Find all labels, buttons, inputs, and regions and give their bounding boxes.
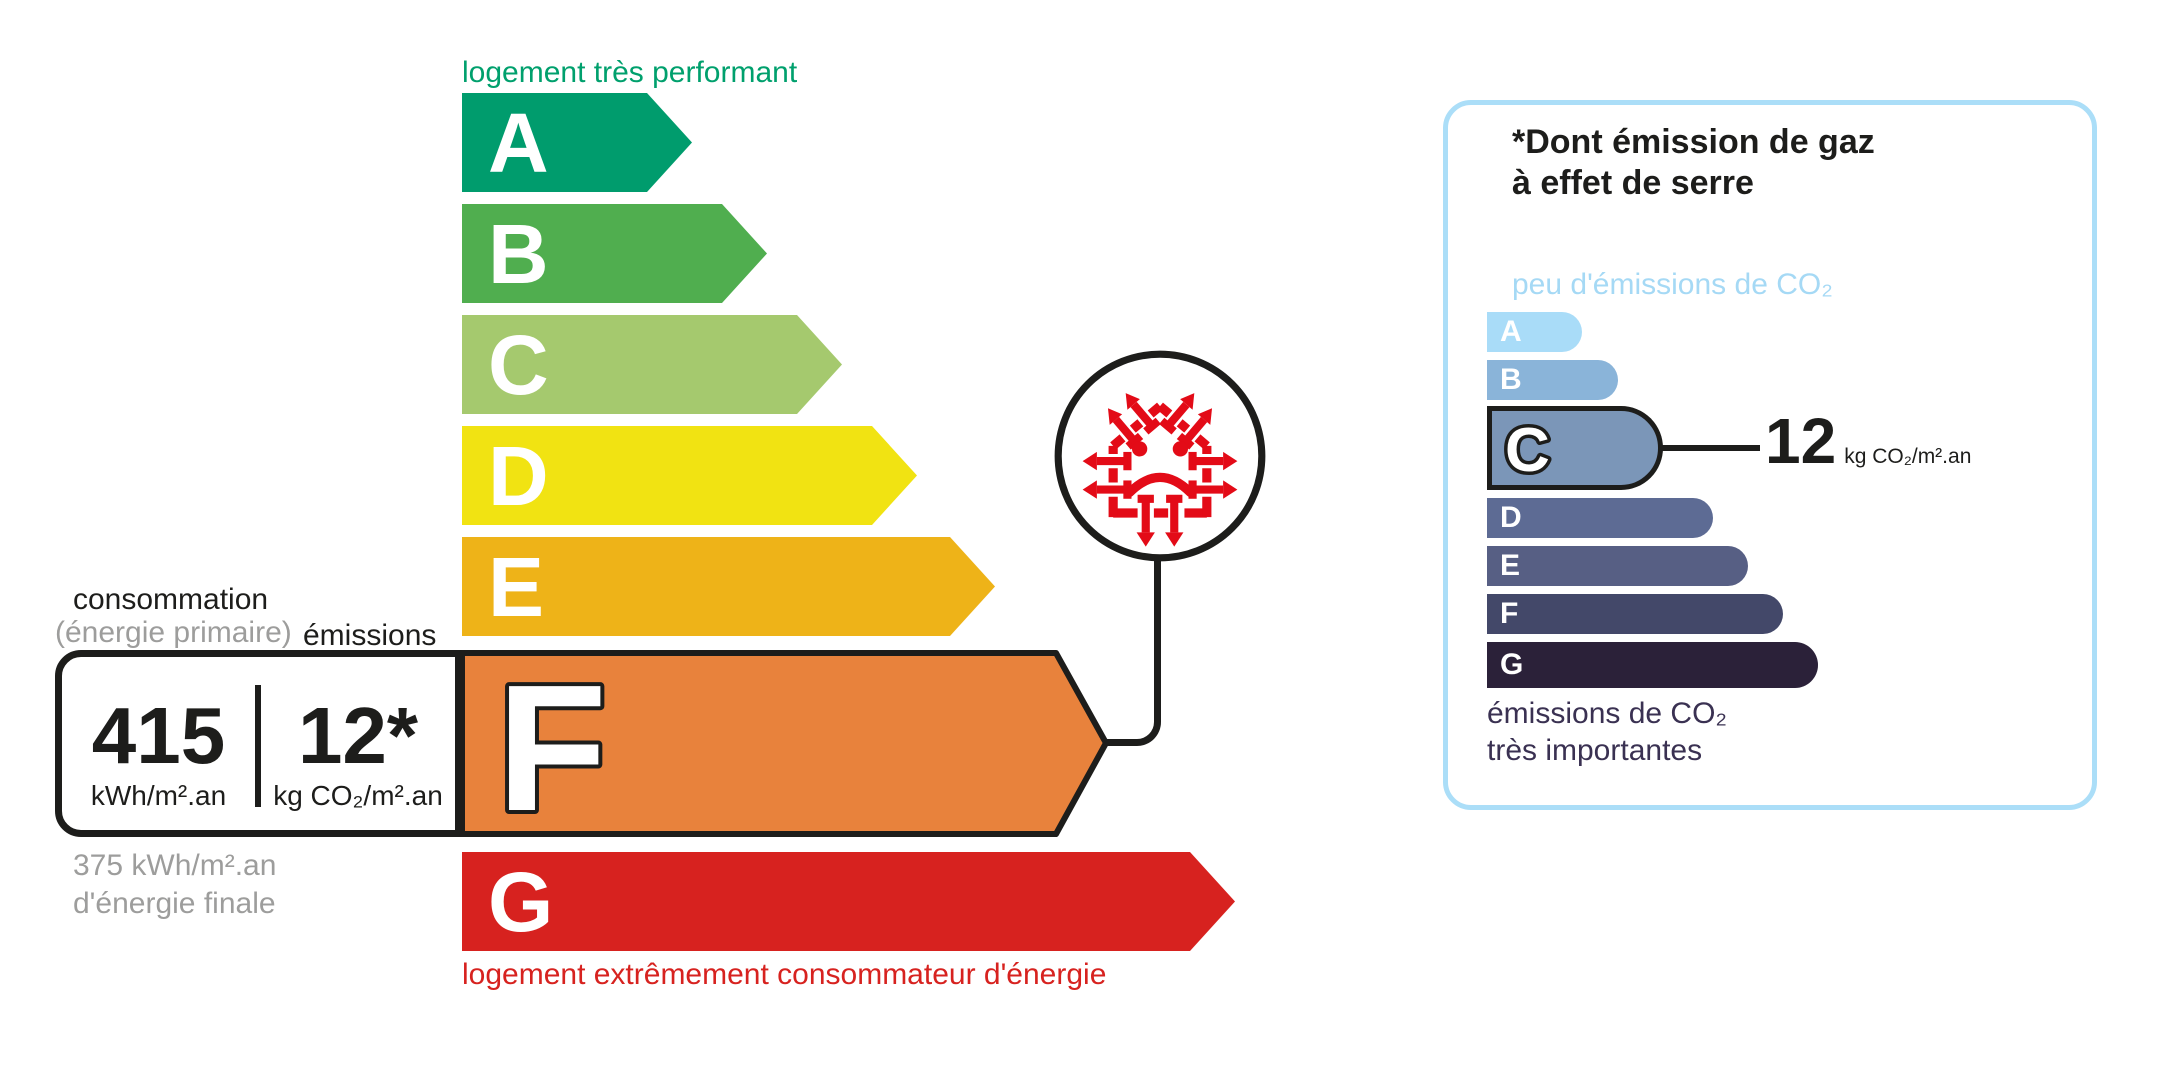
co2-class-bar-e: E (1487, 546, 1748, 586)
emissions-value: 12* (297, 690, 419, 780)
sad-face (1124, 441, 1196, 498)
energy-class-letter-b: B (488, 206, 549, 301)
emissions-column-label: émissions (303, 619, 437, 652)
energy-class-row-b: B (462, 204, 767, 303)
co2-rating-value-group: 12 kg CO₂/m².an (1765, 404, 1971, 478)
rating-connector-line (1104, 560, 1161, 746)
consumption-value: 415 (91, 690, 226, 780)
final-energy-line1: 375 kWh/m².an (73, 849, 277, 882)
energy-class-arrow-f-shape (459, 650, 1109, 837)
energy-class-letter-f: F (497, 650, 607, 837)
energy-class-letter-e: E (488, 539, 545, 634)
co2-scale-bottom-caption: émissions de CO₂ très importantes (1487, 695, 1727, 769)
energy-class-row-d: D (462, 426, 917, 525)
energy-class-arrow-f-highlighted: F (459, 650, 1109, 837)
co2-class-bar-f: F (1487, 594, 1783, 634)
co2-class-letter-d: D (1500, 501, 1522, 534)
energy-class-row-e: E (462, 537, 995, 636)
energy-class-letter-g: G (488, 854, 554, 949)
co2-scale-bottom-caption-line1: émissions de CO₂ (1487, 697, 1728, 730)
energy-scale-bottom-caption: logement extrêmement consommateur d'éner… (462, 958, 1107, 991)
energy-class-letter-d: D (488, 428, 549, 523)
co2-class-letter-g: G (1500, 648, 1524, 681)
icon-circle-outline (1054, 350, 1266, 562)
energy-class-row-g: G (462, 852, 1235, 951)
co2-panel-title-line2: à effet de serre (1512, 164, 1754, 202)
energy-class-arrow-b: B (462, 204, 767, 303)
energy-class-letter-c: C (488, 317, 549, 412)
co2-class-bar-d: D (1487, 498, 1713, 538)
co2-rating-value: 12 (1765, 405, 1837, 477)
co2-panel-title-line1: *Dont émission de gaz (1512, 123, 1875, 161)
co2-panel-title: *Dont émission de gaz à effet de serre (1512, 122, 1875, 204)
co2-scale-bottom-caption-line2: très importantes (1487, 734, 1703, 767)
co2-rating-connector-line (1660, 445, 1760, 451)
co2-class-letter-f: F (1500, 597, 1519, 630)
co2-class-letter-a: A (1500, 315, 1522, 348)
rating-value-box: 415 kWh/m².an 12* kg CO₂/m².an (55, 650, 462, 837)
co2-class-bar-a: A (1487, 312, 1582, 352)
energy-class-letter-a: A (488, 95, 549, 190)
energy-class-arrow-e: E (462, 537, 995, 636)
energy-class-arrow-g: G (462, 852, 1235, 951)
co2-class-letter-c-svg: C (1502, 413, 1553, 486)
energy-class-arrow-d: D (462, 426, 917, 525)
house-outline (1108, 402, 1212, 518)
co2-class-bar-b: B (1487, 360, 1618, 400)
co2-class-bar-c-highlighted: C (1487, 406, 1663, 490)
value-box-divider (255, 685, 261, 807)
energy-class-row-c: C (462, 315, 842, 414)
consumption-unit: kWh/m².an (90, 779, 227, 811)
energy-class-arrow-a: A (462, 93, 692, 192)
energy-class-arrow-c: C (462, 315, 842, 414)
emissions-unit: kg CO₂/m².an (273, 779, 443, 811)
co2-class-letter-e: E (1500, 549, 1521, 582)
energy-scale-top-caption: logement très performant (462, 56, 798, 89)
final-energy-footnote: 375 kWh/m².an d'énergie finale (73, 847, 276, 923)
consumption-cell: 415 kWh/m².an (62, 657, 255, 830)
final-energy-line2: d'énergie finale (73, 887, 276, 920)
co2-scale-top-caption: peu d'émissions de CO₂ (1512, 268, 1833, 301)
co2-rating-unit: kg CO₂/m².an (1844, 445, 1972, 468)
sad-house-heat-loss-icon (1054, 350, 1266, 562)
primary-energy-sublabel: (énergie primaire) (55, 616, 292, 649)
emissions-cell: 12* kg CO₂/m².an (261, 657, 455, 830)
co2-class-bar-g: G (1487, 642, 1818, 688)
co2-class-letter-c: C (1505, 416, 1550, 485)
energy-class-row-a: A (462, 93, 692, 192)
consumption-column-label: consommation (73, 583, 269, 616)
co2-class-letter-b: B (1500, 363, 1522, 396)
